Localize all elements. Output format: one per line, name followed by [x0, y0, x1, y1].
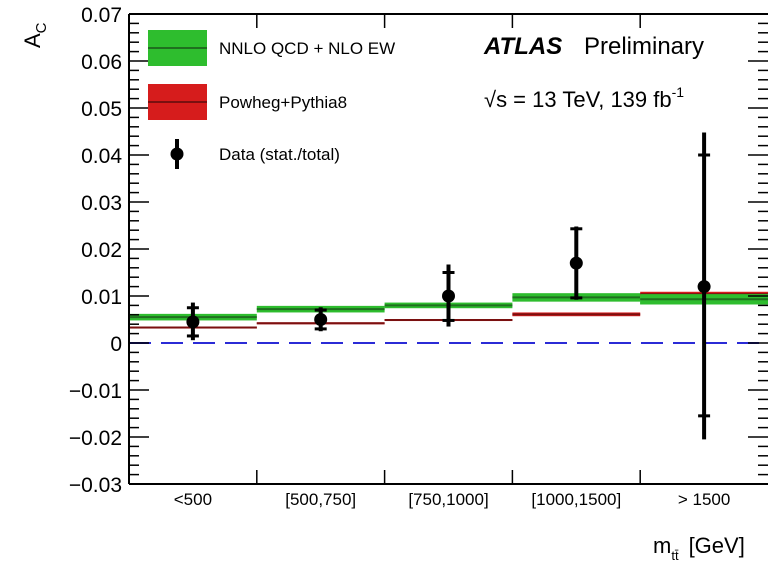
data-point-1 — [314, 313, 328, 326]
x-axis-title-sub: tt̄ — [671, 548, 679, 563]
y-tick-label-6: 0.01 — [81, 286, 122, 309]
y-axis-title-sub: C — [33, 22, 50, 33]
y-tick-label-0: 0.07 — [81, 4, 122, 27]
legend-data-label: Data (stat./total) — [219, 145, 340, 164]
energy-label-main: √s = 13 TeV, 139 fb — [484, 87, 672, 112]
category-label-4: > 1500 — [678, 490, 730, 509]
x-axis-title-unit: [GeV] — [689, 533, 745, 558]
y-tick-label-7: 0 — [110, 333, 122, 356]
annotations: ATLAS Preliminary √s = 13 TeV, 139 fb-1 — [483, 33, 704, 112]
y-axis-title: AC — [20, 22, 50, 48]
legend-data-marker — [170, 147, 184, 161]
data-point-3 — [569, 256, 583, 270]
svg-text:AC: AC — [20, 22, 50, 48]
category-label-0: <500 — [174, 490, 212, 509]
energy-label: √s = 13 TeV, 139 fb-1 — [484, 84, 684, 112]
y-tick-label-8: −0.01 — [69, 380, 122, 403]
plot-area: 0.07 0.06 0.05 0.04 0.03 0.02 0.01 0 −0.01 −0.02 −… — [69, 4, 768, 509]
y-tick-label-1: 0.06 — [81, 51, 122, 74]
y-tick-label-2: 0.05 — [81, 98, 122, 121]
energy-label-sup: -1 — [672, 84, 685, 100]
x-axis-title-main: m — [653, 533, 671, 558]
y-tick-label-5: 0.02 — [81, 239, 122, 262]
legend-nnlo-label: NNLO QCD + NLO EW — [219, 39, 395, 58]
y-tick-label-4: 0.03 — [81, 192, 122, 215]
data-point-4 — [697, 280, 711, 294]
y-tick-label-9: −0.02 — [69, 427, 122, 450]
legend-powheg-label: Powheg+Pythia8 — [219, 93, 347, 112]
y-axis-title-main: A — [20, 33, 45, 48]
data-point-0 — [186, 315, 200, 329]
y-tick-label-3: 0.04 — [81, 145, 122, 168]
preliminary-label: Preliminary — [584, 33, 704, 60]
data-point-2 — [442, 289, 455, 303]
svg-text:mtt̄[GeV]: mtt̄ [GeV] — [653, 533, 745, 563]
category-label-3: [1000,1500] — [531, 490, 621, 509]
atlas-label: ATLAS — [483, 33, 562, 60]
category-label-2: [750,1000] — [408, 490, 488, 509]
legend: NNLO QCD + NLO EW Powheg+Pythia8 Data (sta… — [148, 30, 395, 169]
category-label-1: [500,750] — [285, 490, 356, 509]
y-tick-label-10: −0.03 — [69, 474, 122, 497]
x-axis-title: mtt̄ [GeV] — [653, 533, 745, 563]
